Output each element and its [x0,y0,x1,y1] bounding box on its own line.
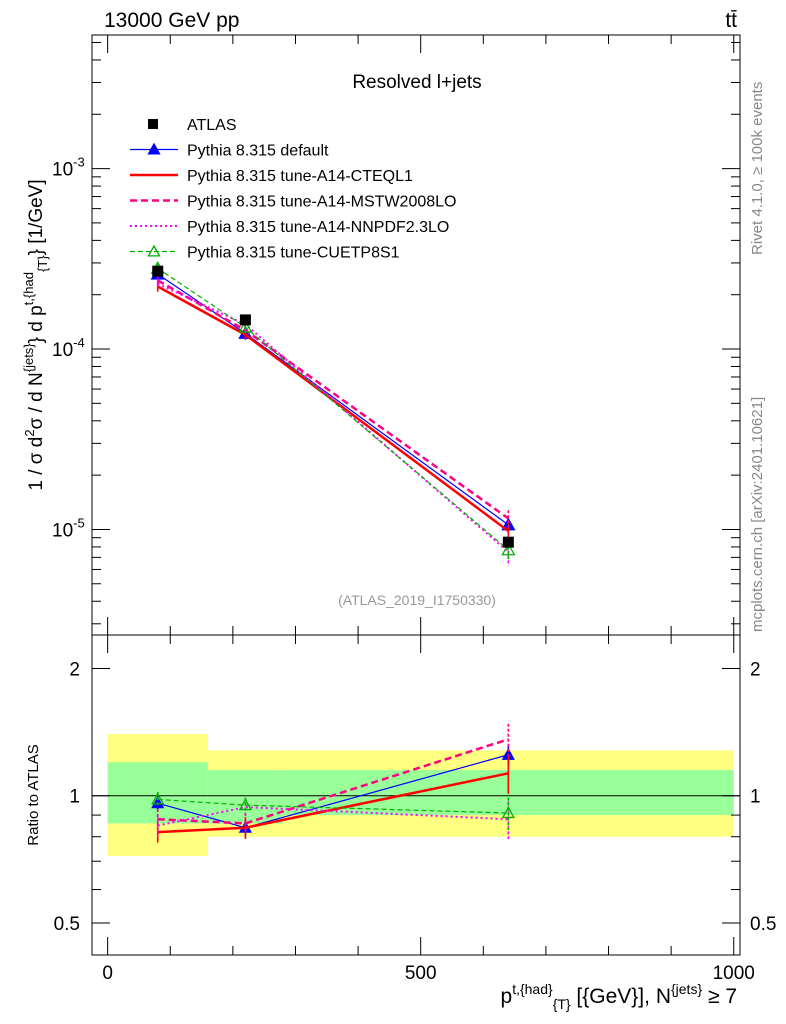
ratio-marker-cuetp [238,798,252,811]
legend: ATLAS Pythia 8.315 default Pythia 8.315 tu… [130,117,456,262]
process-label: tt̄ [725,9,737,32]
ratio-ylabel: Ratio to ATLAS [25,744,42,845]
x-axis-label: pt,{had}{T} [{GeV}], N{jets} ≥ 7 [501,981,738,1012]
y-tick-exponent: -5 [73,515,85,530]
x-tick-label: 0 [102,963,113,984]
ratio-uncertainty-bands [107,733,734,857]
x-tick-label: 1000 [713,963,755,984]
plot-title: Resolved l+jets [352,72,481,93]
main-plot-panel: 10-3 10-4 10-5 Resolved l+jets (ATLAS_2019… [52,34,741,636]
legend-label: ATLAS [187,117,237,134]
legend-label: Pythia 8.315 default [187,143,329,160]
series-line-cuetp [157,267,509,551]
mcplots-label: mcplots.cern.ch [arXiv:2401.10621] [749,397,766,632]
ratio-marker-cuetp [501,806,515,819]
rivet-version-label: Rivet 4.1.0, ≥ 100k events [749,82,766,255]
ratio-plot-frame [91,634,741,956]
legend-label: Pythia 8.315 tune-CUETP8S1 [187,245,400,262]
ratio-plot-ticks: 0.5 0.5 1 1 2 2 0 500 1000 [54,635,776,984]
series-line-nnpdf [157,282,510,553]
ratio-y-tick-label: 1 [69,787,80,808]
ratio-y-tick-label: 0.5 [54,914,80,935]
marker-cuetp [238,319,253,333]
ratio-y-tick-label: 2 [69,659,80,680]
legend-marker-default [147,142,161,155]
legend-marker-data [148,119,158,129]
data-point [502,536,514,548]
main-plot-ticks: 10-3 10-4 10-5 [52,35,740,635]
legend-label: Pythia 8.315 tune-A14-MSTW2008LO [187,194,456,211]
legend-label: Pythia 8.315 tune-A14-CTEQL1 [187,168,413,185]
ratio-y-tick-label-right: 2 [750,659,761,680]
main-ylabel-text: 1 / σ d2σ / d N{jets}} d pt,{had{T}} [1/… [21,179,50,490]
data-point [152,265,164,277]
data-point [239,314,251,326]
legend-marker-cuetp [147,244,161,257]
main-plot-series [150,260,516,566]
y-tick-label: 10-5 [52,515,85,541]
energy-label: 13000 GeV pp [104,9,239,32]
y-tick-exponent: -3 [73,155,85,170]
ratio-y-tick-label-right: 1 [750,787,761,808]
marker-cuetp [501,542,516,556]
y-tick-exponent: -4 [73,335,85,350]
y-tick-label: 10-4 [52,335,85,361]
y-tick-label: 10-3 [52,155,85,181]
ratio-series [92,723,740,843]
ratio-y-tick-label-right: 0.5 [750,914,776,935]
ratio-marker-cuetp [151,792,165,805]
ratio-line-nnpdf [157,806,509,827]
ratio-plot-panel: 0.5 0.5 1 1 2 2 0 500 1000 [54,634,776,984]
analysis-id-label: (ATLAS_2019_I1750330) [338,592,496,608]
main-ylabel: 1 / σ d2σ / d N{jets}} d pt,{had{T}} [1/… [21,179,50,490]
x-tick-label: 500 [405,963,437,984]
legend-label: Pythia 8.315 tune-A14-NNPDF2.3LO [187,219,449,236]
series-line-cteql1 [157,285,510,533]
